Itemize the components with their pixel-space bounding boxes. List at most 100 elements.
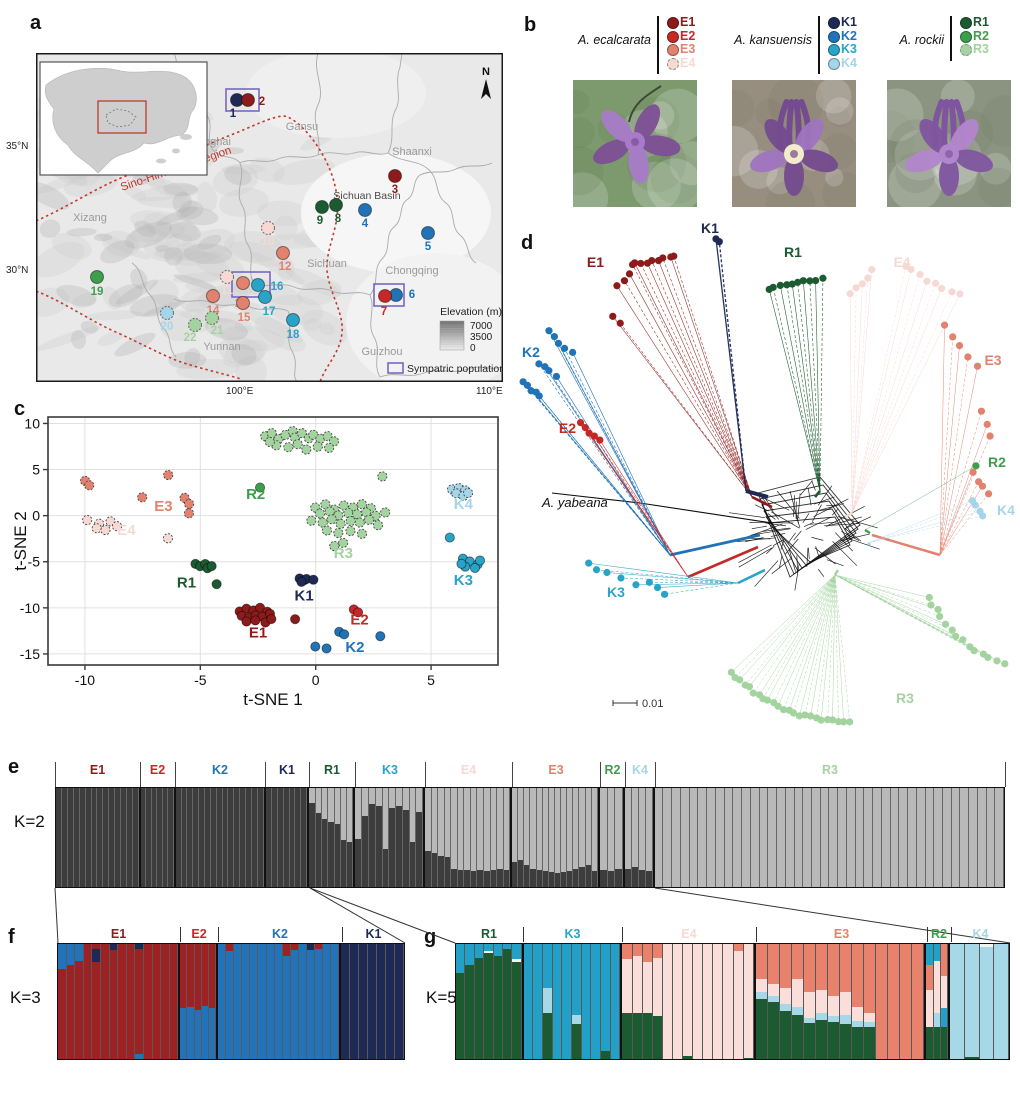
tsne-xtick: 5	[427, 672, 435, 688]
network-tip-R3	[749, 689, 757, 697]
tsne-point-K3	[444, 532, 455, 543]
map-sample-point	[388, 169, 402, 183]
structure-group-label-E3: E3	[833, 927, 850, 941]
network-tip-K3	[660, 590, 669, 598]
structure-group-label-E2: E2	[191, 927, 207, 941]
structure-bar	[768, 788, 778, 887]
sichuan-basin-label: Sichuan Basin	[333, 190, 400, 202]
tsne-point-R3	[324, 506, 335, 517]
legend-label-E1: E1	[680, 15, 696, 29]
tsne-point-R3	[356, 499, 367, 510]
network-tip-E4	[948, 288, 956, 296]
structure-bar	[161, 944, 170, 1059]
network-tip-E3	[986, 432, 994, 440]
structure-group-label-K4: K4	[972, 927, 989, 941]
network-tip-K2	[523, 381, 532, 389]
structure-group-label-R1: R1	[481, 927, 497, 941]
structure-bar	[92, 944, 101, 1059]
structure-group-E3	[755, 944, 927, 1059]
structure-bar	[152, 944, 162, 1059]
structure-bar	[83, 944, 93, 1059]
tsne-point-K1	[296, 576, 307, 587]
tsne-point-R3	[320, 499, 331, 510]
structure-bar	[852, 944, 865, 1059]
structure-bar	[100, 944, 110, 1059]
structure-bar	[759, 788, 769, 887]
network-tip-E4	[858, 280, 866, 288]
tsne-cluster-label-K2: K2	[345, 639, 364, 656]
network-tip-K3	[592, 566, 601, 574]
structure-bar	[533, 944, 544, 1059]
map-point-number: 7	[381, 306, 387, 318]
tsne-point-R3	[264, 436, 275, 447]
network-tip-R3	[984, 653, 992, 662]
structure-bar	[201, 944, 209, 1059]
structure-bar	[979, 944, 995, 1059]
network-cluster-label-E1: E1	[587, 254, 604, 270]
network-tip-R3	[840, 718, 848, 726]
structure-bar	[816, 944, 829, 1059]
network-cluster-label-E4: E4	[893, 254, 910, 270]
tsne-cluster-label-K4: K4	[454, 496, 474, 513]
structure-bar	[386, 944, 396, 1059]
panel-g-letter: g	[424, 926, 437, 948]
structure-bar	[368, 788, 376, 887]
structure-bar	[942, 788, 952, 887]
tsne-point-E4	[100, 524, 111, 536]
lat-label: 30°N	[6, 265, 29, 276]
structure-bar	[994, 944, 1010, 1059]
structure-bar	[168, 788, 174, 887]
province-label: Yunnan	[203, 341, 240, 353]
structure-bar	[181, 788, 188, 887]
tsne-point-R3	[335, 518, 346, 529]
network-tip-R3	[846, 718, 854, 726]
tsne-point-K3	[474, 555, 486, 566]
network-cluster-label-R2: R2	[988, 454, 1006, 470]
structure-group-K3	[355, 788, 426, 887]
network-tip-R1	[776, 281, 784, 289]
species-name: A. kansuensis	[734, 33, 812, 47]
network-tip-R3	[807, 712, 815, 720]
network-tip-E4	[907, 265, 915, 273]
structure-bar	[180, 944, 188, 1059]
network-tip-E4	[846, 290, 854, 298]
network-tip-E1	[613, 282, 621, 290]
structure-bar	[890, 788, 900, 887]
panel-f-letter: f	[8, 926, 15, 948]
structure-g-bars	[455, 943, 1010, 1060]
structure-bar	[693, 944, 704, 1059]
network-cluster-label-R3: R3	[896, 690, 914, 706]
tsne-point-K2	[339, 629, 350, 640]
tsne-point-R1	[211, 579, 222, 590]
sympatric-legend-icon	[387, 362, 404, 374]
network-tip-R3	[834, 718, 843, 726]
structure-bar	[187, 788, 194, 887]
structure-group-label-K1: K1	[279, 763, 295, 777]
network-tip-R3	[736, 676, 744, 684]
legend-dot-E3	[667, 44, 679, 57]
legend-dot-E1	[667, 17, 679, 29]
structure-bar	[502, 944, 513, 1059]
province-label: Sichuan	[307, 258, 347, 270]
structure-bar	[382, 788, 390, 887]
map-sample-point	[358, 203, 372, 217]
network-tip-K2	[552, 372, 561, 381]
legend-dot-K4	[828, 57, 840, 70]
structure-bar	[631, 788, 639, 887]
structure-bar	[85, 788, 92, 887]
structure-group-E4	[425, 788, 513, 887]
structure-group-E4	[622, 944, 756, 1059]
tsne-cluster-label-R3: R3	[334, 545, 353, 562]
lon-label: 100°E	[226, 386, 254, 397]
structure-group-label-R2: R2	[931, 927, 947, 941]
network-cluster-label-E2: E2	[559, 420, 576, 436]
tsne-point-R3	[338, 500, 349, 511]
sympatric-box	[373, 283, 405, 307]
network-tip-E1	[648, 257, 656, 265]
structure-bar	[75, 944, 84, 1059]
map-sample-point	[188, 318, 202, 332]
structure-bar	[115, 788, 122, 887]
structure-group-K4	[624, 788, 655, 887]
map-sample-point	[236, 296, 250, 310]
